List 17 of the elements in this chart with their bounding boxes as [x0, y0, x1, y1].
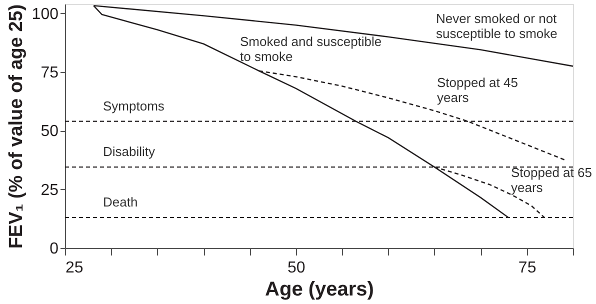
- series-label: Stopped at 65 years: [511, 165, 592, 195]
- y-tick-label: 25: [40, 182, 59, 199]
- y-tick-label: 50: [40, 123, 59, 140]
- series-label: Stopped at 45 years: [437, 75, 518, 105]
- series-label: Smoked and susceptible to smoke: [240, 34, 382, 64]
- y-tick-label: 75: [40, 64, 59, 82]
- y-tick-label: 100: [32, 6, 59, 23]
- y-axis-title: FEV₁ (% of value of age 25): [6, 4, 27, 249]
- series-label: Never smoked or not susceptible to smoke: [436, 11, 558, 41]
- ref-line-label: Disability: [103, 144, 156, 160]
- ref-line-label: Symptoms: [103, 98, 165, 114]
- x-tick-label: 25: [66, 260, 84, 276]
- y-tick-label: 0: [50, 240, 59, 258]
- ref-line-label: Death: [103, 194, 138, 210]
- x-tick-label: 75: [518, 260, 536, 276]
- x-tick-label: 50: [288, 260, 306, 276]
- x-axis-title: Age (years): [265, 278, 374, 300]
